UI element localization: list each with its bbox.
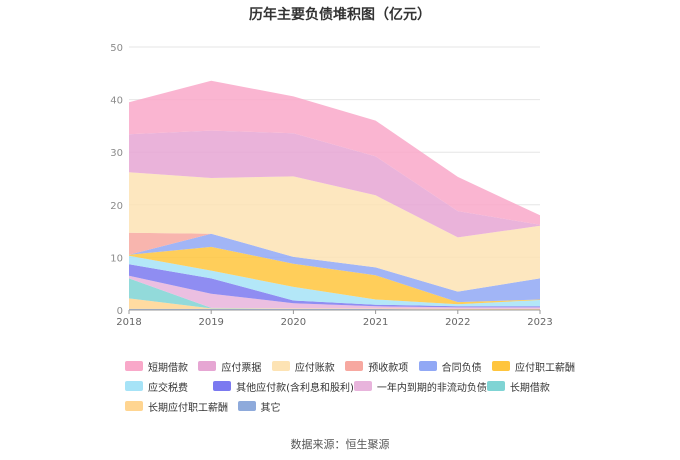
legend-swatch (237, 401, 256, 411)
legend-swatch (345, 361, 364, 371)
y-tick-label: 50 (110, 43, 123, 54)
legend-row: 长期应付职工薪酬 其它 (125, 396, 575, 416)
x-tick-label: 2023 (527, 317, 552, 328)
y-tick-label: 20 (110, 201, 123, 212)
area-series (129, 275, 540, 309)
legend-swatch (353, 381, 372, 391)
legend-item[interactable]: 其它 (237, 399, 351, 414)
area-series (129, 255, 540, 307)
legend-label: 其它 (260, 402, 281, 414)
legend-label: 长期应付职工薪酬 (148, 402, 228, 414)
area-series (129, 264, 540, 308)
x-tick-label: 2022 (445, 317, 470, 328)
x-tick-label: 2021 (363, 317, 388, 328)
legend-item[interactable]: 长期应付职工薪酬 (125, 399, 238, 414)
legend-label: 预收款项 (368, 362, 409, 374)
legend-item[interactable]: 短期借款 (125, 359, 198, 374)
legend-item[interactable]: 一年内到期的非流动负债 (353, 379, 487, 394)
area-series (129, 233, 540, 303)
data-source-note: 数据来源：恒生聚源 (290, 438, 390, 451)
x-tick-label: 2019 (198, 317, 223, 328)
legend-label: 长期借款 (509, 382, 550, 394)
x-tick-label: 2020 (281, 317, 306, 328)
legend-item[interactable]: 应付票据 (198, 359, 271, 374)
area-series (129, 246, 540, 305)
y-tick-label: 10 (110, 253, 123, 264)
legend-swatch (198, 361, 217, 371)
legend-item[interactable]: 应交税费 (125, 379, 213, 394)
legend-item[interactable]: 合同负债 (418, 359, 492, 374)
legend-swatch (486, 381, 505, 391)
y-tick-label: 30 (110, 148, 123, 159)
area-series (129, 298, 540, 310)
legend-label: 其他应付款(含利息和股利) (236, 382, 354, 394)
legend: 短期借款 应付票据 应付账款 预收款项 合同负债 应付职工薪酬应交税费 其他应付款(含利息和… (125, 356, 575, 416)
legend-label: 应交税费 (148, 382, 188, 394)
legend-label: 应付职工薪酬 (515, 362, 576, 374)
legend-item[interactable]: 预收款项 (345, 359, 418, 374)
legend-swatch (125, 361, 143, 371)
legend-swatch (125, 381, 143, 391)
area-series (129, 172, 540, 292)
area-series (129, 130, 540, 238)
legend-item[interactable]: 其他应付款(含利息和股利) (213, 379, 354, 394)
y-tick-label: 0 (117, 306, 123, 317)
area-series (129, 80, 540, 225)
legend-swatch (213, 381, 232, 391)
legend-row: 短期借款 应付票据 应付账款 预收款项 合同负债 应付职工薪酬 (125, 356, 575, 376)
chart-title: 历年主要负债堆积图（亿元） (249, 7, 431, 23)
legend-label: 应付账款 (294, 362, 335, 374)
legend-swatch (418, 361, 437, 371)
y-tick-label: 40 (110, 96, 123, 107)
area-series (129, 232, 540, 292)
legend-swatch (125, 401, 143, 411)
legend-swatch (492, 361, 511, 371)
legend-label: 应付票据 (221, 362, 262, 374)
legend-item[interactable]: 长期借款 (486, 379, 575, 394)
legend-swatch (271, 361, 290, 371)
legend-item[interactable]: 应付职工薪酬 (492, 359, 575, 374)
legend-item[interactable]: 应付账款 (271, 359, 345, 374)
legend-row: 应交税费 其他应付款(含利息和股利) 一年内到期的非流动负债 长期借款 (125, 376, 575, 396)
x-tick-label: 2018 (116, 317, 141, 328)
legend-label: 一年内到期的非流动负债 (376, 382, 487, 394)
legend-label: 合同负债 (441, 362, 482, 374)
legend-label: 短期借款 (148, 362, 188, 374)
